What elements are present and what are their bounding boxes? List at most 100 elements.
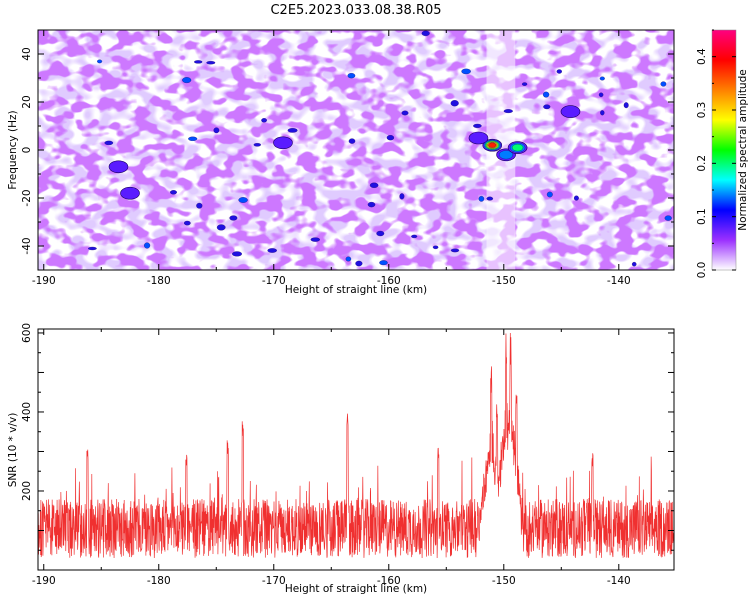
spectrogram-x-label: Height of straight line (km) [285,284,427,296]
spectrogram-speck [473,123,482,128]
snr-x-label: Height of straight line (km) [285,583,427,595]
snr-frame [37,328,675,571]
spectrogram-speck [421,30,430,37]
y-tick-label: 600 [21,323,33,343]
x-tick-label: -150 [492,275,516,287]
spectrogram-speck [97,59,103,64]
spectrogram-speck [188,136,198,141]
spectrogram-hotspots [88,30,672,267]
x-tick-label: -150 [492,575,516,587]
hotspot [273,136,293,150]
spectrogram-speck [144,242,151,249]
spectrogram-speck [546,191,553,198]
snr-x-ticks: -190 -180 -170 -160 -150 -140 [32,329,631,587]
spectrogram-speck [542,91,550,98]
spectrogram-speck [450,248,460,253]
spectrogram-speck [182,77,192,84]
hotspot [507,141,528,154]
spectrogram-speck [104,140,114,146]
hotspot [120,186,140,200]
y-tick-label: -40 [21,237,33,254]
colorbar-tick-label: 0.1 [696,208,708,225]
spectrogram-speck [461,68,471,75]
x-tick-label: -170 [262,275,286,287]
spectrogram-speck [411,234,418,239]
x-tick-label: -170 [262,575,286,587]
spectrogram-speck [503,109,513,114]
x-tick-label: -180 [147,275,171,287]
figure-title: C2E5.2023.033.08.38.R05 [270,3,441,18]
spectrogram-speck [206,61,216,65]
snr-panel: -190 -180 -170 -160 -150 -140 200 400 600 Heigh… [7,323,675,595]
spectrogram-noise [38,30,674,270]
spectrogram-x-ticks: -190 -180 -170 -160 -150 -140 [32,30,631,287]
spectrogram-speck [399,193,405,200]
spectrogram-speck [348,138,356,144]
hotspot-contour [488,142,497,148]
spectrogram-speck [600,110,605,116]
spectrogram-speck [379,260,388,266]
spectrogram-speck [521,82,528,86]
spectrogram-speck [598,92,604,98]
spectrogram-speck [88,246,97,251]
hotspot-contour [560,105,581,118]
colorbar-tick-label: 0.0 [696,262,708,279]
hotspot [496,148,516,162]
snr-series-line [38,333,674,559]
hotspot [108,160,129,174]
spectrogram-speck [267,248,277,253]
spectrogram-speck [376,230,385,237]
spectrogram-y-ticks: -40 -20 0 20 40 [21,29,674,271]
spectrogram-speck [543,104,551,110]
colorbar-ramp [712,30,736,270]
x-tick-label: -140 [607,275,631,287]
colorbar: 0.0 0.1 0.2 0.3 0.4 Normalized spectral ampl… [696,29,749,279]
spectrogram-speck [355,260,363,267]
colorbar-frame [711,29,737,271]
spectrogram-speck [345,256,352,262]
spectrogram-speck [486,196,494,201]
spectrogram-speck [432,245,439,250]
colorbar-tick-label: 0.4 [696,48,708,65]
spectrogram-speck [450,100,459,107]
y-tick-label: -20 [21,189,33,206]
spectrogram-speck [232,251,242,257]
spectrogram-speck [556,69,562,74]
spectrogram-panel: -190 -180 -170 -160 -150 -140 -40 -20 0 20 40 Hei… [7,29,675,296]
y-tick-label: 200 [21,481,33,501]
spectrogram-speck [253,143,261,147]
hotspot-contour [468,131,489,145]
spectrogram-speck [347,73,356,79]
snr-y-ticks: 200 400 600 [21,323,674,571]
y-tick-label: 20 [21,95,33,108]
x-tick-label: -160 [377,275,401,287]
spectrogram-speck [287,128,298,133]
spectrogram-speck [386,135,395,141]
spectrogram-speck [478,195,485,202]
spectrogram-speck [401,110,409,116]
hotspot-contour [108,160,129,174]
hotspot-contour [499,150,514,160]
spectrogram-speck [573,195,579,201]
y-tick-label: 0 [21,147,33,154]
colorbar-tick-label: 0.2 [696,155,708,172]
colorbar-label: Normalized spectral amplitude [737,69,749,230]
y-tick-label: 40 [21,47,33,60]
hotspot-contour [511,143,524,152]
spectrogram-speck [238,197,248,203]
x-tick-label: -160 [377,575,401,587]
spectrogram-speck [216,224,226,231]
spectrogram-speck [196,202,203,209]
hotspot [482,138,503,152]
spectrogram-y-label: Frequency (Hz) [7,110,19,189]
spectrogram-speck [367,201,376,208]
spectrogram-speck [183,220,191,226]
spectrogram-speck [194,60,203,64]
spectrogram-speck [170,190,177,195]
x-tick-label: -190 [32,575,56,587]
spectrogram-speck [229,215,238,221]
spectrogram-speck [660,81,667,87]
hotspot-contour [120,186,140,200]
x-tick-label: -190 [32,275,56,287]
